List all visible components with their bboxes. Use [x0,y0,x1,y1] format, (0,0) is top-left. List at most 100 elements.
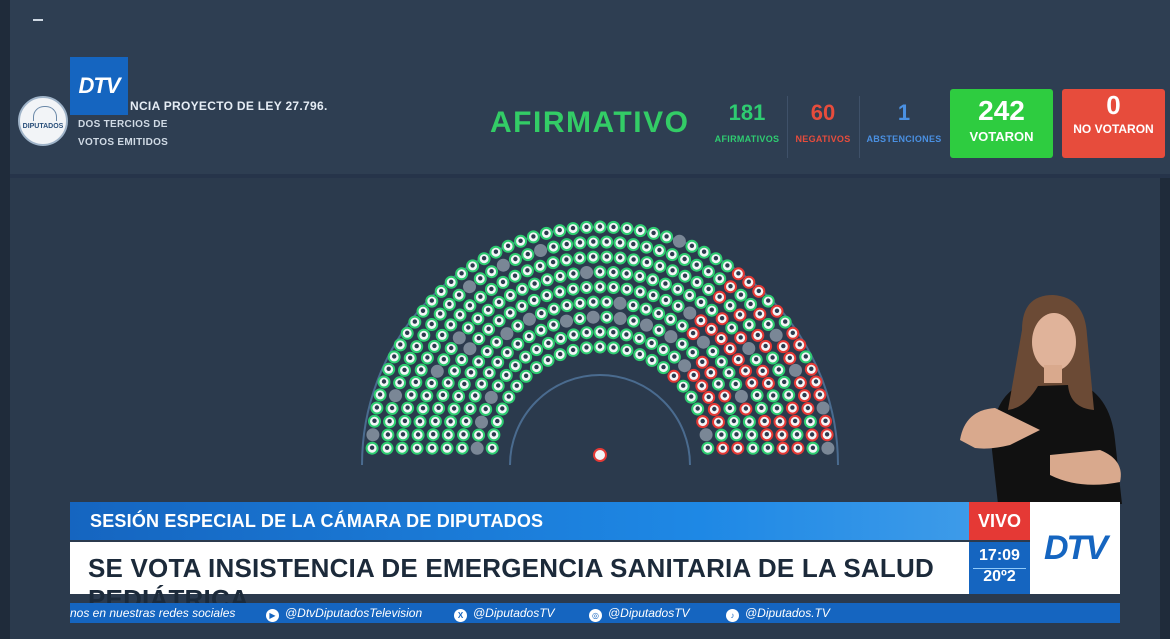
seat-avatar [670,268,675,273]
seat-avatar [475,316,481,321]
seat-avatar [386,366,391,371]
seat-avatar [421,332,426,337]
seat [678,359,692,373]
seat-avatar [424,393,429,398]
seat-avatar [397,380,402,385]
seat-avatar [571,332,576,337]
seat-avatar [438,311,443,316]
seat-avatar [496,299,502,305]
afirmativos-label: AFIRMATIVOS [714,134,780,144]
seat-avatar [544,230,549,236]
seat-avatar [709,326,714,331]
seat-avatar [749,380,754,385]
no-votaron-label: NO VOTARON [1073,122,1154,136]
seat-avatar [770,355,775,360]
seat-avatar [771,393,776,398]
header-divider [10,174,1170,178]
seat-avatar [496,383,501,388]
seat-avatar [584,224,589,230]
seat-avatar [400,432,406,437]
seat-avatar [725,263,730,268]
seat-avatar [545,277,550,282]
seat-avatar [564,257,569,262]
seat-avatar [564,302,570,308]
seat-avatar [520,286,525,291]
seat-avatar [749,432,754,437]
negativos-label: NEGATIVOS [795,134,851,144]
seat-avatar [719,335,724,341]
seat-avatar [531,234,536,239]
ticker-youtube[interactable]: ▶ @DtvDiputadosTelevision [266,606,422,622]
seat-avatar [398,342,403,347]
seat-avatar [485,348,490,354]
seat-avatar [468,370,474,375]
seat-avatar [372,418,377,423]
seat [522,312,536,326]
seat-avatar [439,288,444,294]
seat-avatar [429,445,435,450]
seat-avatar [486,307,491,312]
presiding-seat [593,448,607,462]
seat-avatar [591,299,596,304]
seat-avatar [728,284,733,289]
negativos-stat: 60 NEGATIVOS [790,100,856,144]
seat-avatar [577,315,582,321]
votaron-count: 242 [978,95,1025,126]
clock-time: 17:09 [979,547,1020,564]
social-ticker: nos en nuestras redes sociales ▶ @DtvDipu… [70,603,1120,623]
seat-avatar [519,303,525,308]
seat-avatar [694,279,700,285]
ticker-tiktok[interactable]: ♪ @Diputados.TV [726,606,830,622]
seat-avatar [663,281,668,286]
abstenciones-count: 1 [897,100,911,125]
seat-avatar [478,294,483,299]
seat-avatar [717,294,722,299]
ticker-x[interactable]: X @DiputadosTV [454,606,555,622]
instagram-handle: @DiputadosTV [608,606,690,620]
stat-divider [859,96,860,158]
seat-avatar [754,357,759,362]
seat [769,328,783,342]
seat-avatar [805,405,811,411]
seat-avatar [736,356,741,362]
seat-avatar [808,419,813,424]
seat-avatar [408,355,413,360]
seat-avatar [456,292,462,297]
seat-avatar [611,284,616,290]
seat-avatar [695,406,700,411]
seat-avatar [637,351,642,357]
seat-avatar [643,306,649,311]
seat [389,389,402,403]
seat-avatar [735,445,740,450]
seat-avatar [389,405,395,411]
seat-avatar [675,303,681,308]
seat-avatar [534,364,539,370]
seat-avatar [719,359,724,364]
ticker-instagram[interactable]: ◎ @DiputadosTV [589,606,690,622]
seat-avatar [810,445,816,450]
session-title: SESIÓN ESPECIAL DE LA CÁMARA DE DIPUTADO… [90,511,544,531]
seat-avatar [691,372,696,378]
seat-avatar [463,418,469,424]
seat-avatar [682,273,688,278]
seat-avatar [611,224,616,230]
clock-divider [973,568,1026,569]
seat [816,401,830,415]
seat-avatar [760,368,765,373]
seat [463,342,477,356]
minimize-icon[interactable] [33,10,43,21]
seat-avatar [385,432,391,437]
interpreter-right-hand [960,408,1040,449]
seat-avatar [722,393,727,398]
left-frame [0,0,10,639]
afirmativos-count: 181 [728,100,766,125]
seat-avatar [491,432,497,437]
seat-avatar [413,379,418,385]
seat [430,364,444,378]
seat-avatar [483,406,488,412]
seat-avatar [496,318,502,323]
seat-avatar [500,406,505,411]
seat-avatar [525,251,530,257]
seat-avatar [776,367,781,372]
seat [696,335,710,349]
